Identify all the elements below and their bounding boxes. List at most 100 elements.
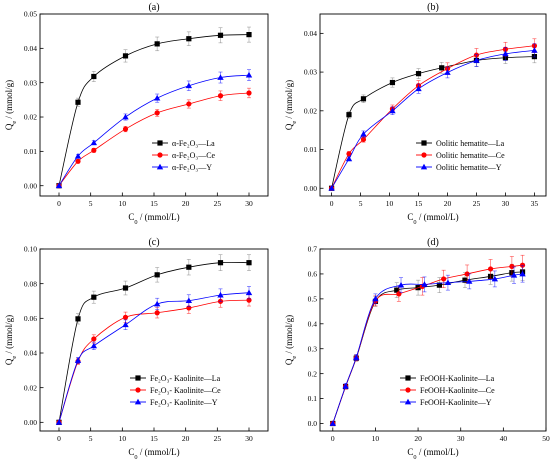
series-3 xyxy=(55,69,253,189)
data-point xyxy=(415,71,422,77)
panel-label: (b) xyxy=(427,2,439,13)
data-point xyxy=(91,73,97,80)
x-tick-label: 20 xyxy=(182,199,190,208)
data-point xyxy=(346,151,352,157)
y-tick-label: 0.00 xyxy=(24,181,37,190)
y-tick-label: 0.04 xyxy=(24,44,37,53)
data-point xyxy=(509,263,515,270)
data-point xyxy=(217,260,224,266)
panel-label: (c) xyxy=(148,237,159,248)
plot-frame xyxy=(39,13,269,197)
data-point xyxy=(217,291,224,298)
y-tick-label: 0.2 xyxy=(308,369,318,378)
y-axis-label: Qe / (mmol/g) xyxy=(4,80,18,130)
legend-entry: Oolitic hematite—La xyxy=(436,139,505,148)
panel-label: (a) xyxy=(148,2,159,13)
y-tick-label: 0.08 xyxy=(24,279,37,288)
x-tick-label: 40 xyxy=(500,434,508,443)
data-point xyxy=(342,382,349,389)
x-tick-label: 30 xyxy=(457,434,465,443)
x-tick-label: 25 xyxy=(214,434,222,443)
data-point xyxy=(185,297,193,304)
data-point xyxy=(90,139,98,146)
y-tick-label: 0.03 xyxy=(304,68,317,77)
legend-entry: α-Fe₂O₃—La xyxy=(172,139,215,148)
y-tick-label: 0.04 xyxy=(304,29,317,38)
legend-marker xyxy=(405,387,411,393)
x-axis-label: C0 / (mmol/L) xyxy=(407,212,458,226)
legend-entry: α-Fe₂O₃—Ce xyxy=(172,151,216,160)
series-1 xyxy=(56,254,252,425)
y-tick-label: 0.01 xyxy=(24,147,37,156)
data-point xyxy=(55,419,63,425)
data-point xyxy=(328,185,335,191)
data-point xyxy=(217,32,224,38)
data-point xyxy=(122,321,129,328)
data-point xyxy=(246,90,252,96)
data-point xyxy=(531,47,538,53)
data-point xyxy=(415,85,422,92)
data-point xyxy=(245,289,253,296)
data-point xyxy=(122,53,129,59)
data-point xyxy=(75,158,81,164)
x-tick-label: 30 xyxy=(245,199,253,208)
series-line xyxy=(331,45,535,189)
y-tick-label: 0.5 xyxy=(308,294,318,303)
data-point xyxy=(421,281,428,287)
data-point xyxy=(397,281,405,288)
data-point xyxy=(186,264,192,270)
legend-marker xyxy=(135,375,141,381)
legend-entry: Fe₂O₃- Kaolinite—Y xyxy=(150,398,218,407)
data-point xyxy=(122,113,129,120)
y-axis-label: Qe / (mmol/g) xyxy=(284,80,298,130)
data-point xyxy=(245,71,253,78)
data-point xyxy=(154,41,160,47)
data-point xyxy=(441,276,447,282)
panel-label: (d) xyxy=(427,237,439,248)
series-3 xyxy=(55,286,253,425)
y-tick-label: 0.0 xyxy=(308,419,318,428)
x-tick-label: 30 xyxy=(502,199,510,208)
data-point xyxy=(360,136,367,143)
y-axis-label: Qe / (mmol/g) xyxy=(4,315,18,365)
data-point xyxy=(246,32,252,38)
series-line xyxy=(58,34,250,186)
legend-marker xyxy=(420,163,428,170)
chart-panel-1: (a) 0 5 10 15 20 25 30 0.00 0.01 0.02 0.03 0.04 0.05 C… xyxy=(4,2,269,226)
series-line xyxy=(331,50,535,189)
data-point xyxy=(122,314,129,320)
x-tick-label: 20 xyxy=(414,434,422,443)
data-point xyxy=(439,65,445,71)
data-point xyxy=(394,287,400,293)
legend-marker xyxy=(421,152,427,158)
x-tick-label: 20 xyxy=(182,434,190,443)
y-tick-label: 0.02 xyxy=(304,106,317,115)
data-point xyxy=(519,262,526,268)
data-point xyxy=(444,69,451,75)
legend-marker xyxy=(157,152,163,158)
legend-marker xyxy=(404,398,412,405)
data-point xyxy=(74,357,82,363)
legend-entry: FeOOH-Kaolinite—La xyxy=(420,374,495,383)
data-point xyxy=(75,316,81,322)
x-tick-label: 15 xyxy=(415,199,423,208)
data-point xyxy=(519,270,526,277)
x-tick-label: 30 xyxy=(245,434,253,443)
legend-entry: Oolitic hematite—Ce xyxy=(436,151,505,160)
data-point xyxy=(360,96,367,102)
legend-entry: Fe₂O₃- Kaolinite—La xyxy=(150,374,221,383)
y-tick-label: 0.05 xyxy=(24,10,37,19)
legend-entry: FeOOH-Kaolinite—Ce xyxy=(420,386,495,395)
series-1 xyxy=(56,26,252,189)
y-tick-label: 0.10 xyxy=(24,245,37,254)
legend-marker xyxy=(421,140,427,146)
series-2 xyxy=(328,38,538,191)
data-point xyxy=(154,272,160,278)
y-tick-label: 0.1 xyxy=(308,394,318,403)
x-tick-label: 20 xyxy=(444,199,452,208)
data-point xyxy=(91,147,97,153)
y-tick-label: 0.7 xyxy=(308,245,318,254)
x-tick-label: 10 xyxy=(119,434,127,443)
legend-marker xyxy=(405,375,411,381)
